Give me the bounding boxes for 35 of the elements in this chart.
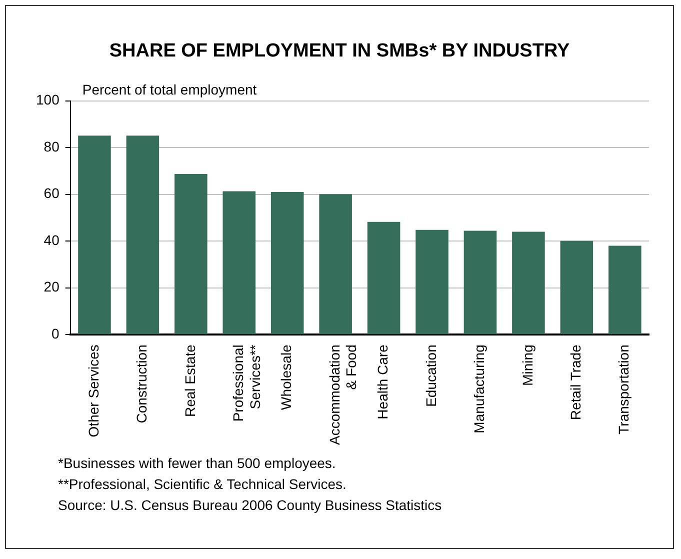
bar <box>174 174 208 334</box>
bar <box>464 230 497 334</box>
bar <box>319 194 352 334</box>
x-tick-label: Retail Trade <box>568 344 584 420</box>
y-tick-label: 80 <box>44 138 60 154</box>
x-tick-label: Mining <box>519 344 536 386</box>
y-tick-label: 0 <box>52 325 60 342</box>
bar <box>367 222 400 334</box>
x-tick-label: Real Estate <box>182 344 198 417</box>
x-tick-label: Health Care <box>374 344 391 420</box>
y-tick-label: 40 <box>44 232 60 248</box>
y-tick-label: 20 <box>44 278 60 295</box>
x-tick-label: Education <box>422 344 439 407</box>
bar <box>78 136 111 334</box>
text: *Businesses with fewer than 500 employees. <box>58 454 337 473</box>
x-tick-label: Accommodation & Food <box>326 344 360 446</box>
bar <box>222 191 256 334</box>
bar <box>270 192 304 334</box>
bar <box>126 136 160 334</box>
bar <box>416 230 448 334</box>
text: **Professional, Scientific & Technical Services. <box>58 475 348 494</box>
y-tick-label: 100 <box>36 92 60 108</box>
x-tick-label: Transportation <box>616 344 632 434</box>
x-tick-label: Construction <box>134 344 150 424</box>
chart-title: SHARE OF EMPLOYMENT IN SMBs* BY INDUSTRY <box>109 40 570 62</box>
y-tick-label: 60 <box>44 185 60 202</box>
bar <box>608 246 642 334</box>
x-tick-label: Wholesale <box>278 344 294 410</box>
bar <box>512 232 545 334</box>
y-axis-title: Percent of total employment <box>82 82 257 98</box>
x-tick-label: Manufacturing <box>471 344 488 434</box>
x-tick-label: Professional Services** <box>230 344 263 422</box>
source-note: Source: U.S. Census Bureau 2006 County Business Statistics <box>58 496 442 515</box>
bar <box>560 240 594 334</box>
x-tick-label: Other Services <box>85 344 102 438</box>
